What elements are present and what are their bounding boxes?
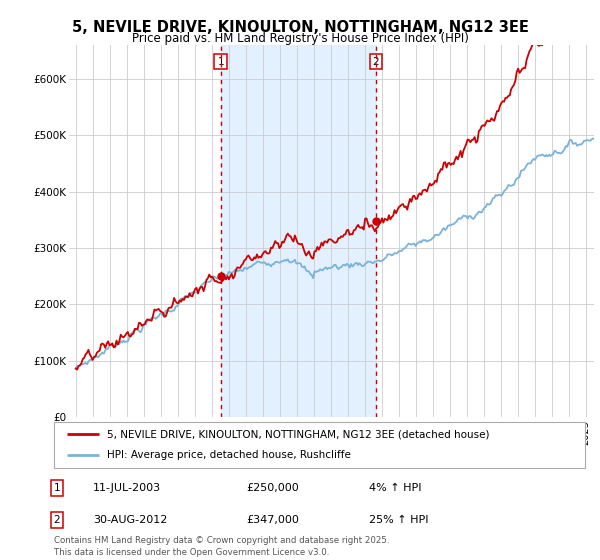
Text: HPI: Average price, detached house, Rushcliffe: HPI: Average price, detached house, Rush… — [107, 450, 351, 460]
Text: 1: 1 — [53, 483, 61, 493]
Text: 2: 2 — [373, 57, 379, 67]
Text: Contains HM Land Registry data © Crown copyright and database right 2025.: Contains HM Land Registry data © Crown c… — [54, 536, 389, 545]
Text: 25% ↑ HPI: 25% ↑ HPI — [369, 515, 428, 525]
FancyBboxPatch shape — [54, 422, 585, 468]
Text: £347,000: £347,000 — [246, 515, 299, 525]
Text: 30-AUG-2012: 30-AUG-2012 — [93, 515, 167, 525]
Text: 5, NEVILE DRIVE, KINOULTON, NOTTINGHAM, NG12 3EE: 5, NEVILE DRIVE, KINOULTON, NOTTINGHAM, … — [71, 20, 529, 35]
Text: £250,000: £250,000 — [246, 483, 299, 493]
Text: 11-JUL-2003: 11-JUL-2003 — [93, 483, 161, 493]
Text: This data is licensed under the Open Government Licence v3.0.: This data is licensed under the Open Gov… — [54, 548, 329, 557]
Bar — [221, 45, 376, 417]
Text: 1: 1 — [217, 57, 224, 67]
Text: 2: 2 — [53, 515, 61, 525]
Text: Price paid vs. HM Land Registry's House Price Index (HPI): Price paid vs. HM Land Registry's House … — [131, 32, 469, 45]
Text: 5, NEVILE DRIVE, KINOULTON, NOTTINGHAM, NG12 3EE (detached house): 5, NEVILE DRIVE, KINOULTON, NOTTINGHAM, … — [107, 429, 490, 439]
Text: 4% ↑ HPI: 4% ↑ HPI — [369, 483, 421, 493]
